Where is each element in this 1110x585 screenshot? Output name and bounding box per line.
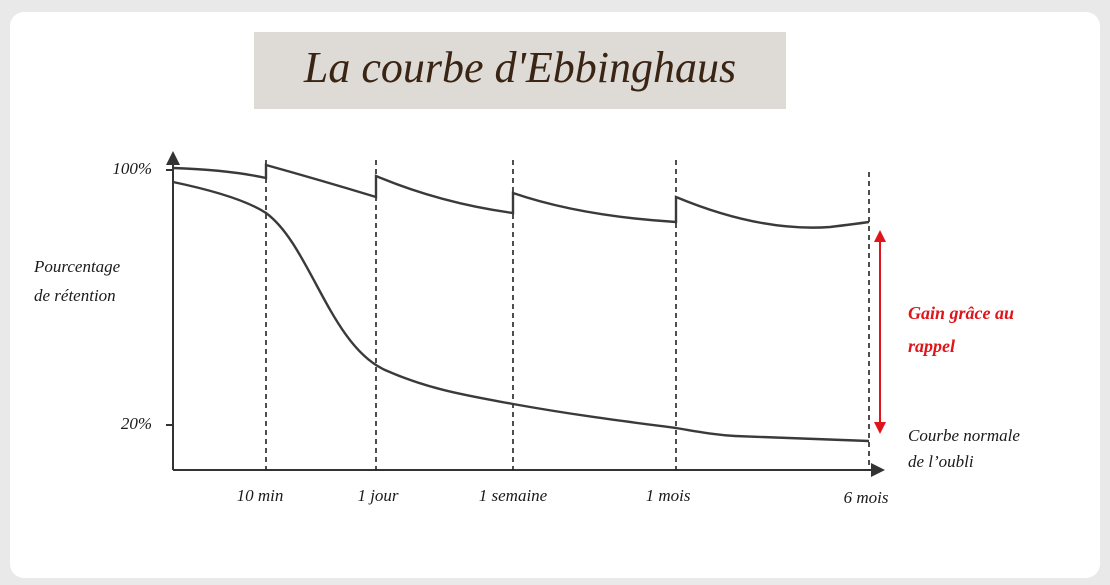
normal-curve-label: de l’oubli	[908, 452, 974, 471]
forgetting-curve	[172, 180, 870, 443]
title-box	[254, 32, 786, 109]
card	[10, 12, 1100, 578]
y-axis-label: Pourcentage	[33, 257, 121, 276]
gain-label: Gain grâce au	[908, 303, 1014, 323]
y-tick-label: 20%	[121, 414, 152, 433]
x-tick-label: 10 min	[237, 486, 284, 505]
x-tick-label: 1 semaine	[479, 486, 548, 505]
x-tick-label: 1 mois	[646, 486, 691, 505]
x-tick-label: 6 mois	[844, 488, 889, 507]
recall-curve	[172, 163, 870, 229]
title: La courbe d'Ebbinghaus	[303, 43, 736, 92]
x-tick-label: 1 jour	[357, 486, 398, 505]
y-axis-label: de rétention	[34, 286, 116, 305]
gain-label: rappel	[908, 336, 955, 356]
y-tick-label: 100%	[112, 159, 152, 178]
normal-curve-label: Courbe normale	[908, 426, 1020, 445]
